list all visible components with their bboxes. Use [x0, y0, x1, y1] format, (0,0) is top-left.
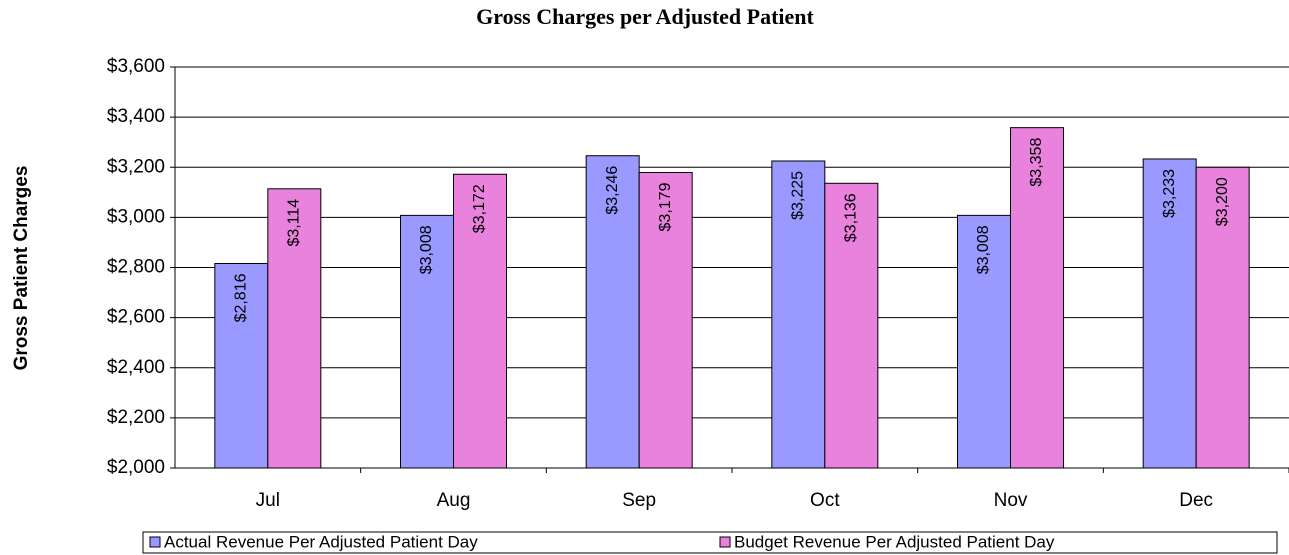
- legend-swatch: [149, 536, 161, 548]
- y-tick-label: $3,400: [107, 106, 165, 127]
- y-tick-label: $2,600: [107, 307, 165, 328]
- y-tick-label: $2,400: [107, 357, 165, 378]
- x-tick-label: Aug: [437, 490, 471, 511]
- bar: [638, 172, 693, 469]
- value-label: $3,233: [1161, 169, 1178, 218]
- legend-swatch: [719, 536, 731, 548]
- value-label: $2,816: [233, 273, 250, 322]
- x-tick-label: Jul: [256, 490, 280, 511]
- chart-title: Gross Charges per Adjusted Patient: [476, 4, 814, 29]
- value-label: $3,225: [790, 171, 807, 220]
- bar: [957, 214, 1011, 469]
- value-label: $3,172: [471, 184, 488, 233]
- x-tick-label: Oct: [810, 490, 840, 511]
- bar: [214, 262, 269, 469]
- legend: [142, 531, 1278, 554]
- legend-label: Actual Revenue Per Adjusted Patient Day: [164, 532, 478, 551]
- bar: [267, 188, 322, 469]
- value-label: $3,179: [657, 182, 674, 231]
- y-tick-label: $2,800: [107, 257, 165, 278]
- bar: [400, 214, 454, 469]
- bar: [824, 182, 879, 469]
- bar: [585, 155, 640, 469]
- x-tick-label: Sep: [622, 490, 656, 511]
- y-tick-label: $3,600: [107, 56, 165, 77]
- value-label: $3,008: [975, 225, 992, 274]
- bar: [453, 173, 507, 469]
- bar: [771, 160, 826, 469]
- value-label: $3,200: [1214, 177, 1231, 226]
- y-tick-label: $2,000: [107, 457, 165, 478]
- x-tick-label: Dec: [1179, 490, 1213, 511]
- y-axis-title: Gross Patient Charges: [11, 166, 32, 371]
- y-tick-label: $2,200: [107, 407, 165, 428]
- legend-label: Budget Revenue Per Adjusted Patient Day: [734, 532, 1055, 551]
- value-label: $3,136: [843, 193, 860, 242]
- value-label: $3,114: [286, 199, 303, 247]
- y-tick-label: $3,200: [107, 156, 165, 177]
- bar: [1195, 166, 1250, 469]
- x-tick-label: Nov: [994, 490, 1028, 511]
- value-label: $3,008: [418, 225, 435, 274]
- value-label: $3,246: [604, 166, 621, 215]
- y-tick-label: $3,000: [107, 206, 165, 227]
- value-label: $3,358: [1028, 138, 1045, 187]
